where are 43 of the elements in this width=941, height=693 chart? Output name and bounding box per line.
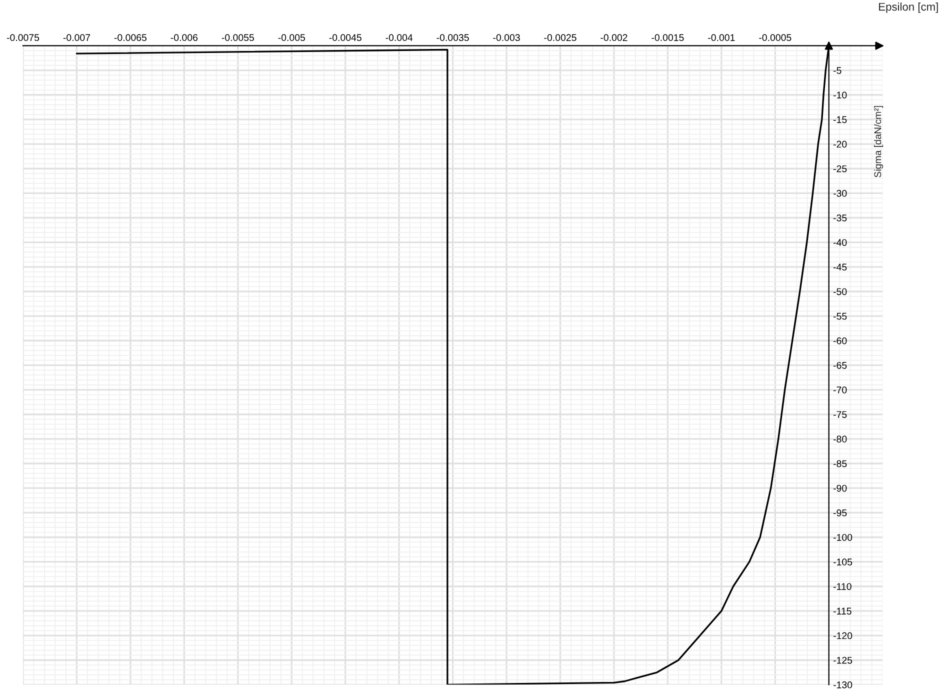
x-tick-label: -0.0035 (436, 34, 469, 42)
y-tick-label: -5 (833, 67, 842, 74)
y-tick-label: -120 (833, 632, 852, 640)
x-tick-label: -0.0015 (652, 34, 684, 42)
y-tick-label: -15 (833, 116, 847, 124)
x-tick-label: -0.001 (708, 34, 735, 42)
x-tick-label: -0.0025 (544, 34, 576, 42)
y-tick-label: -10 (833, 92, 847, 99)
y-tick-label: -45 (833, 264, 847, 271)
y-tick-label: -105 (833, 558, 852, 566)
y-tick-label: -75 (833, 411, 847, 418)
x-tick-label: -0.003 (493, 34, 520, 42)
x-tick-label: -0.004 (386, 34, 413, 42)
y-axis-title: Sigma [daN/cm²] (874, 106, 884, 178)
x-tick-label: -0.0075 (6, 34, 40, 42)
y-tick-label: -80 (833, 436, 847, 443)
y-tick-label: -65 (833, 362, 847, 369)
y-tick-label: -20 (833, 140, 847, 148)
x-axis-title: Epsilon [cm] (879, 2, 938, 13)
y-tick-label: -110 (833, 583, 852, 590)
y-tick-label: -50 (833, 288, 847, 296)
y-tick-label: -30 (833, 190, 847, 197)
y-tick-label: -130 (833, 681, 852, 688)
x-tick-label: -0.0005 (759, 34, 792, 42)
x-tick-label: -0.0055 (222, 34, 254, 42)
y-tick-label: -40 (833, 239, 847, 246)
x-tick-label: -0.0045 (329, 34, 362, 42)
y-tick-label: -60 (833, 337, 847, 344)
y-tick-label: -100 (833, 534, 852, 541)
y-tick-label: -55 (833, 312, 847, 320)
x-tick-label: -0.002 (600, 34, 628, 42)
y-tick-label: -115 (833, 608, 852, 615)
x-tick-label: -0.0065 (114, 34, 147, 42)
y-tick-label: -90 (833, 484, 847, 492)
y-tick-label: -95 (833, 509, 847, 516)
x-tick-label: -0.006 (170, 34, 198, 42)
y-tick-label: -35 (833, 214, 847, 222)
y-tick-label: -125 (833, 656, 852, 664)
x-tick-label: -0.007 (63, 34, 90, 42)
x-tick-label: -0.005 (278, 34, 305, 42)
y-tick-label: -25 (833, 165, 847, 172)
y-tick-label: -70 (833, 386, 847, 394)
y-tick-label: -85 (833, 460, 847, 468)
